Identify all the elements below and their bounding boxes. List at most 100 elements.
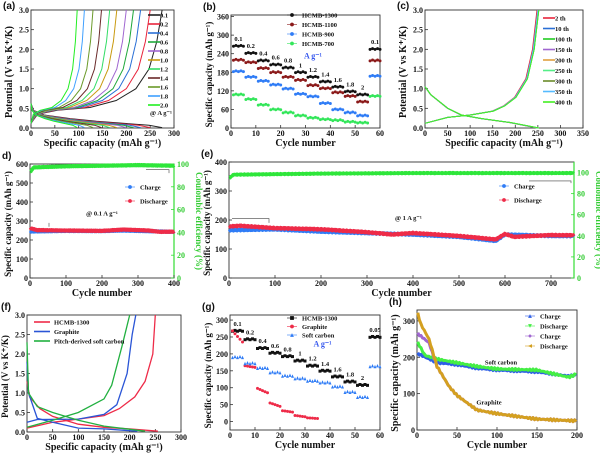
data-point bbox=[378, 94, 382, 98]
unit-label: A g⁻¹ bbox=[314, 339, 333, 348]
y-tick-label: 200 bbox=[16, 236, 28, 245]
data-point bbox=[266, 366, 269, 370]
data-point bbox=[336, 119, 340, 123]
data-point bbox=[358, 383, 362, 387]
data-point bbox=[289, 65, 293, 69]
data-point bbox=[263, 365, 267, 370]
data-point bbox=[311, 75, 315, 79]
data-point bbox=[269, 83, 273, 87]
data-point bbox=[239, 92, 243, 96]
x-tick-label: 0 bbox=[423, 129, 427, 138]
charge-curve-350th bbox=[424, 9, 539, 124]
data-point bbox=[284, 86, 288, 90]
charge-curve-2th bbox=[424, 9, 538, 124]
data-point bbox=[368, 47, 372, 51]
series-coulombic-efficiency bbox=[29, 162, 176, 174]
data-point bbox=[283, 354, 287, 358]
x-tick-label: 100 bbox=[60, 279, 72, 288]
data-point bbox=[271, 350, 274, 354]
data-point bbox=[331, 385, 334, 389]
data-point bbox=[323, 381, 327, 385]
data-point bbox=[288, 354, 292, 358]
data-point bbox=[279, 71, 283, 75]
data-point bbox=[328, 118, 332, 122]
legend-label: Graphite bbox=[302, 324, 327, 331]
rate-label: 0.1 bbox=[234, 36, 242, 43]
data-point bbox=[246, 60, 250, 64]
data-point bbox=[353, 120, 357, 124]
x-axis-label: Cycle number bbox=[467, 440, 528, 451]
data-point bbox=[268, 351, 272, 355]
data-point bbox=[371, 334, 374, 338]
y-tick-label: 1.0 bbox=[413, 85, 423, 94]
y-tick-label: 100 bbox=[216, 384, 228, 393]
data-point bbox=[246, 337, 249, 341]
data-point bbox=[303, 377, 307, 381]
data-point bbox=[318, 381, 322, 385]
x-tick-label: 150 bbox=[487, 129, 499, 138]
data-point bbox=[346, 89, 350, 93]
rate-label: 0.1 bbox=[233, 321, 241, 328]
data-point bbox=[363, 92, 367, 96]
data-point bbox=[251, 74, 255, 78]
x-tick-label: 60 bbox=[376, 431, 384, 440]
charge-curve-0.2 bbox=[30, 9, 151, 124]
data-point bbox=[306, 116, 310, 120]
data-point bbox=[361, 93, 365, 97]
data-point bbox=[343, 94, 347, 98]
panel-label: (f) bbox=[1, 302, 11, 313]
data-point bbox=[236, 334, 239, 338]
data-point bbox=[308, 363, 312, 367]
legend-label: Discharge bbox=[140, 198, 168, 205]
data-point bbox=[254, 61, 258, 65]
y-axis-label: Potential (V vs K⁺/K) bbox=[398, 26, 409, 118]
data-point bbox=[294, 114, 298, 118]
data-point bbox=[276, 403, 279, 407]
plot-area bbox=[28, 162, 176, 235]
panel-label: (c) bbox=[397, 1, 409, 12]
data-point bbox=[264, 102, 268, 106]
x-tick-label: 0 bbox=[228, 431, 232, 440]
data-point bbox=[296, 358, 299, 362]
data-point bbox=[356, 100, 360, 104]
data-point bbox=[248, 365, 252, 369]
data-point bbox=[231, 329, 234, 333]
rate-label: 1.8 bbox=[346, 81, 355, 88]
y-tick-label: 300 bbox=[217, 31, 229, 40]
data-point bbox=[236, 58, 240, 62]
data-point bbox=[291, 66, 295, 70]
data-point bbox=[368, 364, 372, 369]
y-tick-label: 240 bbox=[217, 50, 229, 59]
legend-label: Soft carbon bbox=[302, 332, 335, 339]
data-point bbox=[346, 119, 350, 123]
legend-label: 150 th bbox=[555, 47, 573, 54]
data-point bbox=[353, 380, 357, 384]
x-tick-label: 40 bbox=[326, 431, 334, 440]
data-point bbox=[293, 377, 297, 381]
y-tick-label: 1.5 bbox=[15, 370, 25, 379]
y-tick-label: 100 bbox=[215, 245, 227, 254]
data-point bbox=[316, 75, 320, 79]
data-point bbox=[368, 59, 372, 63]
data-point bbox=[308, 378, 312, 382]
x-axis-label: Cycle number bbox=[371, 288, 432, 299]
x-tick-label: 400 bbox=[407, 279, 419, 288]
data-point bbox=[286, 87, 290, 91]
y-tick-label: 1.0 bbox=[15, 389, 25, 398]
rate-label: 1 bbox=[299, 62, 302, 69]
data-point bbox=[333, 118, 337, 122]
data-point bbox=[299, 114, 303, 118]
x-tick-label: 700 bbox=[545, 279, 557, 288]
charge-curve-1.0 bbox=[30, 9, 118, 124]
y-axis-label: Specific capacity (mAh g⁻¹) bbox=[390, 314, 401, 431]
rate-label: 1.2 bbox=[308, 356, 316, 363]
data-point bbox=[281, 355, 284, 359]
rate-label: 1.2 bbox=[309, 67, 317, 74]
legend-marker bbox=[290, 22, 294, 27]
data-point bbox=[271, 62, 275, 66]
data-point bbox=[348, 90, 352, 94]
legend-label: 0.8 bbox=[160, 48, 169, 55]
rate-label: 1.6 bbox=[334, 77, 343, 84]
panel-a: 0 50 100 150 200 250 300 0.0 0.5 1.0 1.5 2.0 2.5 3.0 S… bbox=[3, 1, 180, 149]
plot-area bbox=[26, 314, 158, 432]
